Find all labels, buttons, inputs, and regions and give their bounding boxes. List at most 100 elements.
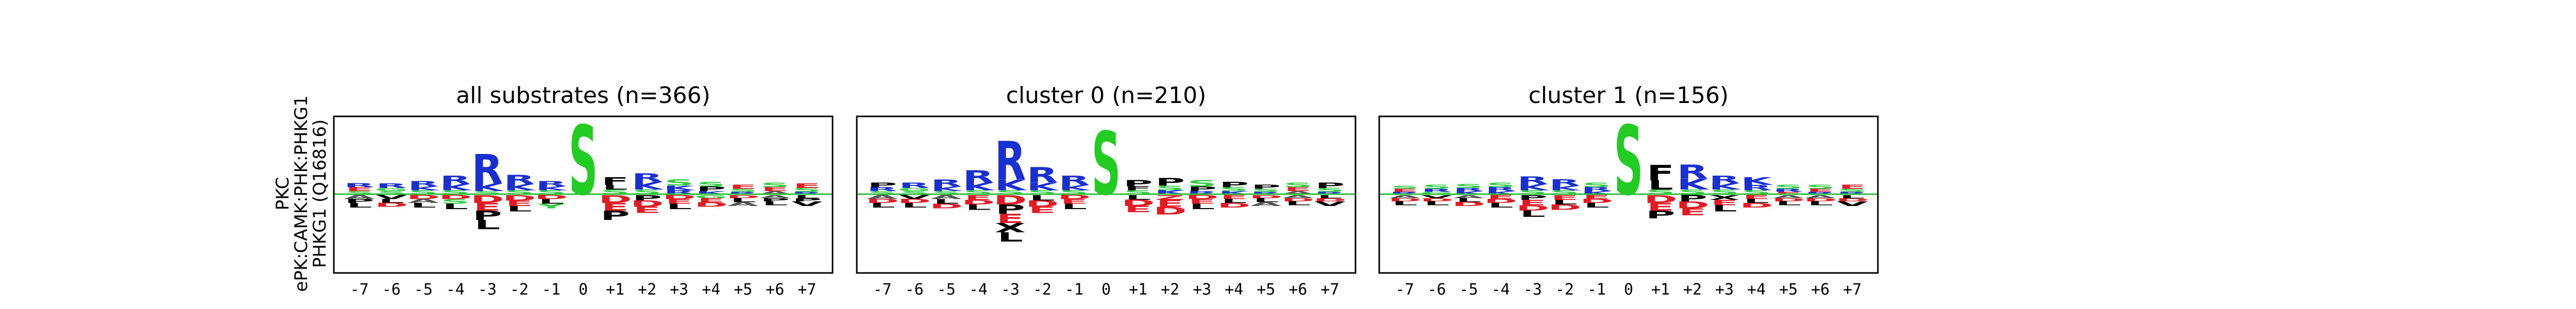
svg-text:S: S	[1219, 186, 1249, 193]
svg-text:V: V	[1421, 194, 1452, 199]
x-tick-label: -2	[1033, 281, 1052, 299]
svg-text:R: R	[664, 190, 694, 196]
svg-text:D: D	[598, 193, 632, 205]
svg-text:K: K	[536, 185, 569, 192]
svg-text:E: E	[697, 197, 725, 203]
svg-text:S: S	[569, 106, 598, 217]
x-tick-label: -2	[1555, 281, 1574, 299]
svg-text:D: D	[1516, 204, 1549, 213]
logo-letter-F: F	[1647, 161, 1674, 185]
logo-letter-P: P	[472, 208, 502, 223]
svg-text:D: D	[993, 193, 1027, 208]
logo-letter-E: E	[1188, 198, 1216, 205]
logo-letter-S: S	[1028, 190, 1057, 196]
logo-letter-R: R	[1517, 175, 1548, 187]
svg-text:R: R	[440, 173, 471, 187]
svg-text:L: L	[1029, 194, 1055, 202]
logo-letter-L: L	[1189, 202, 1215, 211]
svg-text:R: R	[1027, 163, 1058, 187]
svg-text:S: S	[931, 190, 961, 195]
x-tick-label: +6	[766, 281, 784, 299]
svg-text:R: R	[1187, 190, 1217, 195]
logo-letter-E: E	[1551, 194, 1579, 201]
logo-letter-L: L	[1520, 209, 1546, 219]
logo-letter-K: K	[1453, 190, 1485, 195]
svg-text:S: S	[792, 187, 822, 193]
logo-letter-D: D	[866, 198, 899, 204]
svg-text:K: K	[1026, 181, 1059, 193]
svg-text:S: S	[441, 190, 470, 196]
logo-letter-V: V	[1314, 200, 1346, 208]
logo-panels: all substrates (n=366)SERAPL-7SGRVLD-6SK…	[333, 82, 1879, 299]
logo-letter-X: X	[995, 220, 1026, 235]
logo-letter-P: P	[345, 198, 375, 204]
svg-text:S: S	[1838, 188, 1867, 193]
svg-text:E: E	[1487, 194, 1515, 200]
logo-letter-L: L	[934, 198, 959, 205]
logo-letter-L: L	[1807, 200, 1833, 207]
logo-letter-D: D	[1420, 197, 1453, 202]
svg-text:R: R	[344, 182, 375, 188]
logo-letter-S: S	[697, 181, 726, 188]
logo-letter-V: V	[899, 194, 930, 200]
svg-text:D: D	[866, 198, 899, 204]
svg-text:D: D	[1154, 205, 1187, 217]
svg-text:R: R	[1677, 161, 1708, 183]
logo-letter-A: A	[1805, 194, 1836, 199]
logo-letter-G: G	[694, 194, 727, 199]
svg-text:S: S	[1156, 184, 1185, 192]
logo-letter-P: P	[995, 202, 1025, 217]
svg-text:S: S	[537, 190, 566, 196]
svg-text:D: D	[1804, 197, 1837, 202]
logo-letter-G: G	[1420, 191, 1453, 195]
svg-text:S: S	[1614, 106, 1643, 217]
svg-text:L: L	[666, 202, 692, 211]
logo-letter-L: L	[1424, 200, 1450, 207]
svg-text:K: K	[696, 190, 728, 195]
logo-letter-G: G	[375, 187, 408, 192]
svg-text:A: A	[1389, 194, 1420, 199]
logo-letter-A: A	[1773, 194, 1804, 199]
logo-letter-A: A	[344, 194, 376, 200]
svg-text:E: E	[1391, 188, 1419, 193]
svg-text:E: E	[1028, 205, 1056, 215]
logo-letter-K: K	[471, 181, 504, 194]
logo-letter-L: L	[379, 198, 404, 204]
logo-letter-E: E	[1391, 188, 1419, 193]
svg-text:L: L	[1424, 200, 1450, 207]
svg-text:D: D	[1740, 202, 1773, 209]
svg-text:S: S	[1454, 183, 1483, 190]
svg-text:D: D	[1217, 202, 1251, 209]
logo-letter-S: S	[377, 190, 406, 195]
logo-letter-D: D	[1676, 200, 1709, 211]
logo-letter-A: A	[1282, 194, 1314, 199]
svg-text:K: K	[503, 182, 536, 192]
logo-letter-S: S	[931, 190, 961, 195]
logo-letter-A: A	[1389, 194, 1420, 199]
svg-text:L: L	[1552, 199, 1578, 206]
logo-letter-L: L	[762, 200, 788, 207]
svg-text:D: D	[897, 198, 931, 204]
logo-letter-D: D	[663, 194, 696, 200]
svg-text:R: R	[1709, 174, 1740, 186]
logo-letter-L: L	[1029, 194, 1055, 202]
svg-text:V: V	[899, 194, 930, 200]
svg-text:G: G	[1420, 191, 1453, 195]
logo-letter-K: K	[994, 177, 1027, 194]
svg-text:E: E	[793, 182, 821, 190]
svg-text:S: S	[409, 190, 438, 196]
svg-text:R: R	[1485, 186, 1516, 193]
svg-text:P: P	[1155, 176, 1185, 188]
x-tick-label: -1	[1065, 281, 1083, 299]
panel-title: cluster 1 (n=156)	[1529, 82, 1729, 109]
logo-letter-A: A	[408, 198, 439, 204]
svg-text:A: A	[344, 194, 376, 200]
logo-letter-L: L	[1125, 194, 1151, 201]
logo-letter-P: P	[1518, 194, 1548, 201]
svg-text:L: L	[1648, 178, 1673, 193]
logo-letter-D: D	[961, 199, 995, 206]
svg-text:L: L	[347, 202, 372, 209]
logo-letter-S: S	[569, 106, 598, 217]
logo-letter-S: S	[537, 190, 566, 196]
svg-text:L: L	[1253, 197, 1279, 203]
